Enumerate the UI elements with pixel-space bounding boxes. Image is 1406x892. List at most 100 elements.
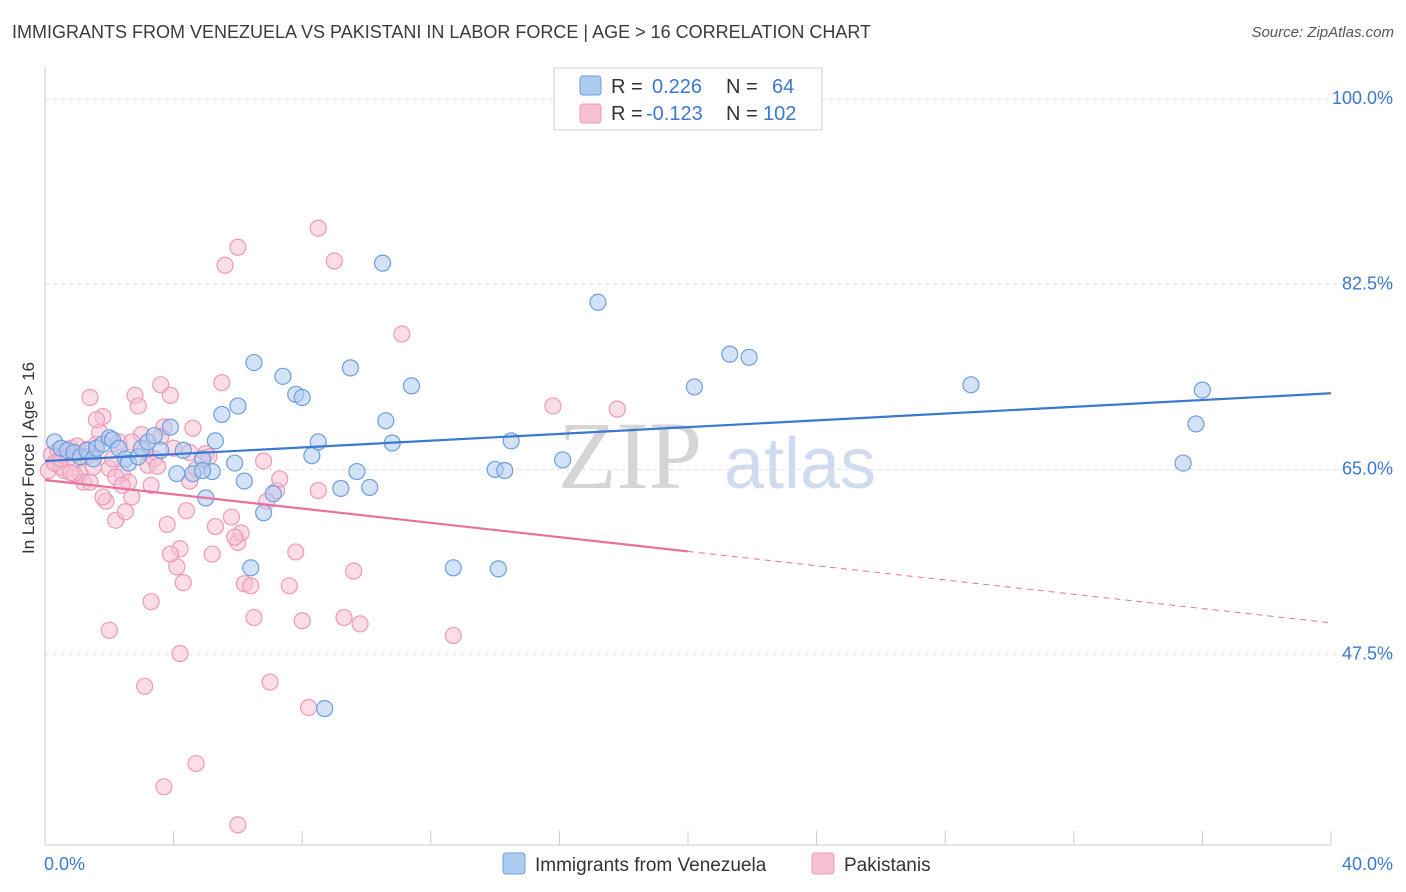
venezuela-point bbox=[213, 405, 231, 424]
pakistani-point bbox=[155, 778, 173, 796]
venezuela-point bbox=[554, 451, 572, 469]
pakistani-point bbox=[226, 528, 244, 546]
pakistani-point bbox=[113, 476, 131, 494]
pakistani-point bbox=[174, 574, 192, 592]
bottom-legend-swatch-venezuela bbox=[502, 852, 526, 875]
venezuela-point bbox=[402, 377, 421, 395]
venezuela-point bbox=[255, 504, 273, 522]
bottom-legend-label-venezuela: Immigrants from Venezuela bbox=[535, 855, 767, 876]
pakistani-point bbox=[280, 577, 298, 595]
chart-title: IMMIGRANTS FROM VENEZUELA VS PAKISTANI I… bbox=[12, 22, 872, 42]
venezuela-point bbox=[226, 454, 244, 472]
pakistani-point bbox=[203, 545, 221, 563]
venezuela-point bbox=[1187, 415, 1205, 433]
legend-n-value-1: 64 bbox=[772, 76, 794, 98]
pakistani-point bbox=[171, 644, 189, 663]
bottom-legend-label-pakistanis: Pakistanis bbox=[844, 855, 931, 876]
venezuela-point bbox=[293, 388, 311, 407]
pakistani-point bbox=[216, 256, 234, 274]
pakistani-point bbox=[300, 698, 318, 717]
pakistani-point bbox=[177, 502, 196, 520]
legend-n-label-1: N = bbox=[726, 76, 758, 98]
venezuela-point bbox=[161, 418, 179, 436]
chart-source: Source: ZipAtlas.com bbox=[1251, 24, 1394, 41]
pakistani-point bbox=[148, 457, 167, 475]
venezuela-point bbox=[264, 485, 282, 503]
pakistani-point bbox=[142, 593, 160, 611]
venezuela-point bbox=[373, 254, 392, 272]
pakistani-point bbox=[222, 508, 241, 526]
legend-r-value-1: 0.226 bbox=[652, 76, 702, 98]
pakistani-point bbox=[345, 562, 363, 580]
venezuela-point bbox=[685, 378, 704, 396]
venezuela-point bbox=[174, 441, 192, 459]
pakistani-point bbox=[444, 626, 462, 645]
pakistani-point bbox=[87, 411, 106, 429]
venezuela-point bbox=[316, 699, 334, 718]
y-tick-label: 65.0% bbox=[1342, 458, 1393, 478]
x-tick-labels: 0.0% 40.0% bbox=[44, 854, 1393, 874]
pakistani-point bbox=[81, 388, 99, 407]
pakistani-point bbox=[136, 677, 154, 695]
legend-r-value-2: -0.123 bbox=[646, 103, 703, 125]
pakistani-point bbox=[287, 543, 305, 561]
pakistani-point bbox=[62, 464, 80, 482]
venezuela-point bbox=[1174, 454, 1192, 472]
venezuela-point bbox=[274, 367, 292, 385]
x-tick-label: 40.0% bbox=[1342, 854, 1393, 874]
pakistani-point bbox=[229, 816, 247, 834]
pakistani-point bbox=[158, 515, 176, 534]
pakistanis-points bbox=[39, 219, 626, 834]
legend-r-label-1: R = bbox=[611, 76, 643, 98]
pakistani-point bbox=[325, 252, 343, 270]
y-axis-label: In Labor Force | Age > 16 bbox=[19, 362, 38, 554]
pakistani-point bbox=[184, 419, 202, 437]
venezuela-point bbox=[496, 461, 514, 480]
pakistani-point bbox=[608, 400, 626, 418]
pakistani-point bbox=[293, 612, 311, 630]
pakistani-point bbox=[161, 545, 179, 563]
pakistani-point bbox=[245, 608, 263, 627]
legend-swatch-pink bbox=[579, 103, 602, 124]
venezuela-point bbox=[332, 479, 350, 498]
venezuela-point bbox=[962, 376, 980, 394]
pakistani-point bbox=[309, 219, 327, 237]
legend-r-label-2: R = bbox=[611, 103, 643, 125]
series-legend: Immigrants from Venezuela Pakistanis bbox=[502, 852, 931, 876]
watermark-zip: ZIP bbox=[558, 402, 702, 509]
venezuela-point bbox=[489, 560, 507, 578]
pakistani-point bbox=[393, 325, 411, 343]
pakistani-point bbox=[271, 470, 289, 488]
pakistani-point bbox=[116, 503, 134, 521]
pakistani-point bbox=[544, 397, 562, 415]
pakistani-point bbox=[129, 397, 147, 415]
venezuela-point bbox=[444, 559, 462, 577]
y-tick-label: 100.0% bbox=[1332, 88, 1393, 108]
venezuela-point bbox=[229, 397, 247, 415]
pakistani-point bbox=[255, 452, 273, 470]
venezuela-point bbox=[589, 293, 607, 311]
venezuela-point bbox=[242, 559, 260, 577]
venezuela-point bbox=[193, 461, 212, 480]
pakistani-point bbox=[335, 608, 353, 627]
pakistani-point bbox=[229, 238, 247, 256]
venezuela-point bbox=[361, 478, 379, 497]
legend-n-label-2: N = bbox=[726, 103, 758, 125]
pakistani-trend-line bbox=[44, 478, 689, 553]
legend-n-value-2: 102 bbox=[763, 103, 796, 125]
watermark-atlas: atlas bbox=[724, 424, 876, 504]
pakistani-point bbox=[152, 376, 170, 394]
pakistani-trend-line-dashed bbox=[687, 550, 1332, 624]
venezuela-point bbox=[1193, 381, 1212, 399]
watermark: ZIP atlas bbox=[558, 402, 876, 509]
pakistani-point bbox=[81, 473, 99, 491]
pakistani-point bbox=[242, 577, 260, 595]
venezuela-point bbox=[235, 472, 253, 490]
pakistani-point bbox=[100, 621, 118, 639]
pakistani-point bbox=[187, 754, 205, 773]
bottom-legend-swatch-pakistanis bbox=[811, 852, 835, 875]
venezuela-point bbox=[721, 345, 739, 363]
venezuela-point bbox=[377, 412, 395, 430]
pakistani-point bbox=[261, 673, 279, 691]
y-tick-label: 47.5% bbox=[1342, 644, 1393, 664]
